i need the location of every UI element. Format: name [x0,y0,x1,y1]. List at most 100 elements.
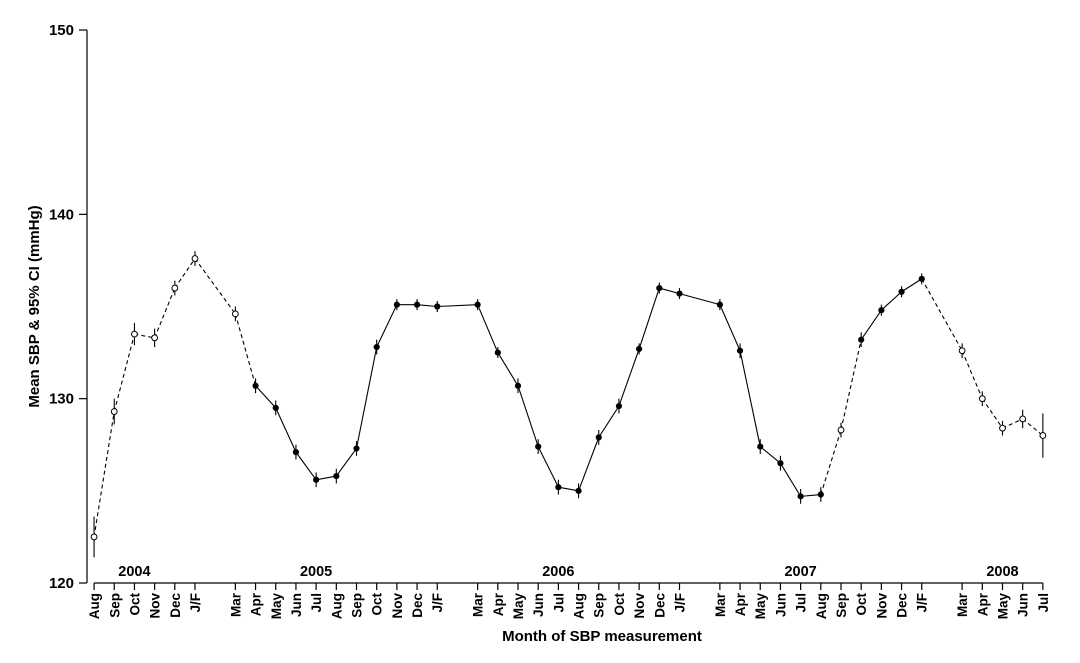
data-point-filled [918,275,925,282]
y-tick-label: 120 [49,575,74,592]
year-label: 2004 [118,564,150,580]
series-segment-dashed [840,339,862,431]
data-point-filled [535,443,542,450]
x-tick-label: Apr [733,592,748,616]
x-axis-title: Month of SBP measurement [502,628,702,645]
x-tick-label: Jul [1036,593,1051,613]
series-segment-solid [759,446,781,464]
x-tick-label: Mar [713,592,728,617]
y-axis-title: Mean SBP & 95% CI (mmHg) [26,205,43,407]
data-point-open [1039,432,1047,439]
series-segment-dashed [1002,418,1023,429]
data-point-filled [736,347,744,354]
data-point-filled [292,449,300,456]
x-tick-label: Dec [895,593,910,618]
data-point-open [131,330,138,338]
x-tick-label: Aug [572,593,587,619]
x-tick-label: Aug [814,593,829,619]
x-tick-label: Dec [410,593,425,618]
data-point-open [191,255,199,262]
year-label: 2007 [784,564,816,580]
series-segment-dashed [174,258,196,289]
x-tick-label: Sep [834,593,849,618]
data-point-filled [595,434,602,441]
series-segment-solid [497,352,519,387]
data-points [90,255,1047,541]
series-segment-solid [719,304,741,351]
series-segment-solid [355,346,378,449]
data-point-open [837,426,845,434]
x-tick-label: Nov [390,593,405,619]
year-label: 2008 [986,564,1018,580]
series-segment-solid [517,385,539,447]
series-segment-solid [316,475,337,481]
x-tick-label: Oct [127,593,142,616]
data-point-filled [676,290,683,297]
x-tick-label: Jul [794,593,809,613]
data-point-open [231,310,239,318]
x-tick-label: J/F [672,593,687,613]
x-tick-label: Oct [612,593,627,616]
x-tick-label: Jul [309,593,324,613]
series-segment-solid [558,486,579,492]
series-segment-dashed [154,287,176,339]
data-point-filled [636,345,643,352]
x-tick-label: May [269,593,284,620]
series-segment-solid [477,304,499,353]
data-point-filled [656,284,663,292]
series-segment-solid [537,446,559,488]
x-tick-label: Aug [87,593,102,619]
series-segment-solid [417,304,438,308]
data-point-open [999,424,1006,432]
series-segment-solid [779,462,802,497]
data-point-filled [474,301,481,308]
series-segment-dashed [1022,418,1044,436]
data-point-filled [313,476,320,483]
series-segment-dashed [93,411,115,538]
data-point-filled [898,288,905,295]
year-label: 2005 [300,564,332,580]
data-point-filled [272,404,279,411]
series-segment-dashed [194,258,236,315]
data-point-open [958,347,966,355]
data-point-open [151,334,159,342]
x-tick-label: May [995,593,1010,620]
data-point-filled [858,336,865,343]
x-tick-label: May [511,593,526,620]
x-tick-label: Sep [107,593,122,618]
data-point-filled [555,484,562,491]
series-segment-solid [598,405,620,438]
series-segment-solid [880,291,902,311]
data-point-filled [494,349,501,356]
series-segment-dashed [134,333,155,339]
series-segment-dashed [921,278,963,352]
series-segment-solid [800,493,821,497]
series-segment-solid [638,287,660,350]
x-tick-label: Oct [854,593,869,616]
series-segment-solid [659,287,680,295]
x-tick-label: Dec [168,593,183,618]
x-tick-label: Jun [773,593,788,617]
data-point-filled [514,382,522,389]
series-segment-solid [335,448,357,477]
series-segment-solid [578,437,600,492]
x-tick-label: Aug [329,593,344,619]
series-segment-solid [376,304,398,348]
y-tick-label: 140 [49,206,74,223]
x-tick-label: J/F [430,593,445,613]
data-point-filled [393,301,400,308]
data-point-filled [817,491,824,498]
series-lines [93,258,1044,538]
series-segment-solid [618,348,640,407]
series-segment-solid [739,350,761,447]
x-tick-label: Apr [249,592,264,616]
error-bars [93,251,1044,558]
series-segment-dashed [981,398,1003,429]
data-point-open [171,284,179,292]
x-tick-label: Jul [551,593,566,613]
data-point-open [978,395,986,403]
data-point-filled [615,402,623,410]
x-tick-label: J/F [188,593,203,613]
